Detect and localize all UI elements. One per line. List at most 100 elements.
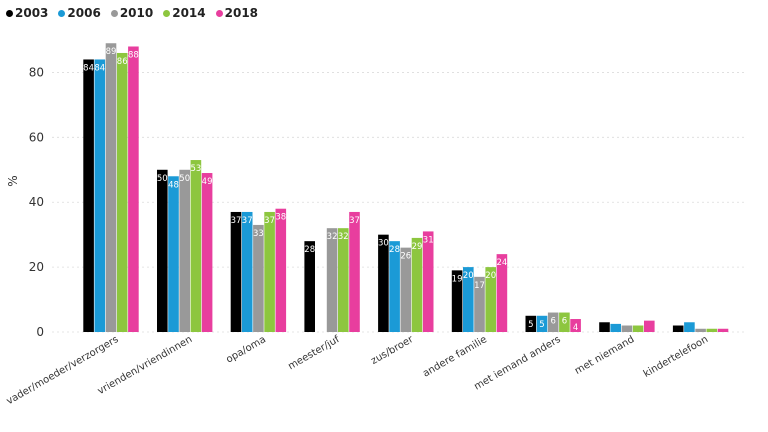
legend-marker — [163, 9, 171, 17]
data-label: 17 — [474, 281, 485, 291]
bar-2006-0 — [94, 59, 106, 332]
data-label: 4 — [573, 323, 578, 333]
data-label: 20 — [485, 271, 496, 281]
legend-label: 2003 — [15, 6, 49, 20]
data-label: 6 — [562, 317, 567, 327]
y-tick-label: 80 — [29, 65, 44, 79]
data-label: 28 — [304, 245, 315, 255]
data-label: 48 — [168, 180, 179, 190]
legend-label: 2014 — [172, 6, 206, 20]
bar-2010-3 — [326, 228, 338, 332]
bar-2006-5 — [463, 267, 474, 332]
bar-2003-5 — [451, 270, 463, 332]
bar-2014-4 — [411, 237, 423, 332]
bar-2006-8 — [684, 322, 695, 332]
data-label: 53 — [190, 164, 201, 174]
legend-marker — [110, 9, 118, 17]
legend-label: 2018 — [224, 6, 259, 20]
y-tick-label: 40 — [29, 195, 44, 209]
legend-item-2014: 2014 — [163, 6, 206, 20]
legend-item-2010: 2010 — [110, 6, 154, 20]
bar-2014-6 — [559, 312, 570, 332]
bar-2010-5 — [474, 276, 485, 332]
bar-2014-2 — [264, 211, 275, 332]
data-label: 37 — [264, 216, 275, 226]
data-label: 20 — [463, 271, 474, 281]
data-label: 50 — [179, 174, 190, 184]
data-label: 33 — [253, 229, 264, 239]
data-label: 88 — [128, 50, 139, 60]
bar-2003-2 — [230, 211, 242, 332]
x-tick-label: opa/oma — [224, 334, 268, 366]
data-label: 26 — [400, 252, 411, 262]
bar-2018-5 — [496, 254, 508, 332]
legend-marker — [215, 9, 223, 17]
legend-item-2006: 2006 — [58, 6, 101, 20]
data-label: 5 — [528, 320, 533, 330]
y-tick-label: 20 — [29, 260, 44, 274]
bar-2014-1 — [190, 160, 202, 332]
data-label: 84 — [94, 63, 105, 73]
data-label: 50 — [157, 174, 168, 184]
bar-2010-1 — [179, 169, 190, 332]
x-tick-label: met niemand — [573, 334, 636, 377]
legend-marker — [58, 9, 66, 17]
bar-2003-0 — [83, 59, 94, 332]
bar-2018-1 — [201, 173, 213, 332]
bar-2006-4 — [389, 241, 400, 332]
bar-2018-4 — [422, 231, 434, 332]
data-label: 86 — [117, 57, 128, 67]
bar-2018-3 — [349, 211, 360, 332]
data-label: 49 — [202, 177, 213, 187]
bar-2006-7 — [610, 323, 621, 332]
bar-2003-4 — [378, 234, 389, 332]
bar-2006-1 — [168, 176, 179, 332]
bar-2003-6 — [525, 315, 537, 332]
bar-2010-7 — [621, 325, 633, 332]
data-label: 31 — [423, 235, 434, 245]
bar-2010-0 — [105, 43, 117, 332]
x-tick-label: kindertelefoon — [642, 334, 710, 380]
data-label: 37 — [349, 216, 360, 226]
bar-2018-7 — [644, 320, 655, 332]
bar-2006-6 — [536, 315, 548, 332]
data-label: 89 — [106, 47, 117, 57]
bar-2010-4 — [400, 247, 412, 332]
data-label: 38 — [275, 213, 286, 223]
bar-2003-3 — [304, 241, 315, 332]
data-label: 32 — [338, 232, 349, 242]
bar-2010-8 — [695, 328, 706, 332]
x-tick-label: meester/juf — [286, 334, 342, 372]
legend: 2003 2006 2010 2014 2018 — [6, 6, 258, 20]
bar-2003-8 — [672, 325, 684, 332]
legend-label: 2010 — [119, 6, 154, 20]
data-label: 37 — [231, 216, 242, 226]
bar-2018-0 — [128, 46, 139, 332]
bar-2018-6 — [570, 319, 581, 332]
bar-2018-8 — [717, 328, 729, 332]
x-tick-label: vader/moeder/verzorgers — [5, 334, 121, 407]
y-tick-label: 0 — [36, 325, 44, 339]
bar-2003-7 — [599, 322, 610, 332]
legend-marker — [6, 9, 13, 17]
y-tick-label: 60 — [29, 130, 44, 144]
bar-2014-3 — [338, 228, 349, 332]
legend-item-2018: 2018 — [215, 6, 259, 20]
x-tick-label: andere familie — [421, 334, 489, 380]
data-label: 32 — [327, 232, 338, 242]
data-label: 37 — [242, 216, 253, 226]
data-label: 6 — [550, 317, 555, 327]
data-label: 19 — [452, 274, 463, 284]
bar-2014-5 — [485, 267, 496, 332]
bar-2014-7 — [632, 325, 644, 332]
data-label: 28 — [389, 245, 400, 255]
bar-2010-2 — [253, 224, 264, 332]
bar-2003-1 — [157, 169, 168, 332]
bar-2010-6 — [547, 312, 559, 332]
bar-2014-0 — [116, 52, 128, 332]
legend-label: 2006 — [67, 6, 101, 20]
bar-2018-2 — [275, 208, 287, 332]
data-label: 30 — [378, 239, 389, 249]
bar-2006-2 — [241, 211, 253, 332]
